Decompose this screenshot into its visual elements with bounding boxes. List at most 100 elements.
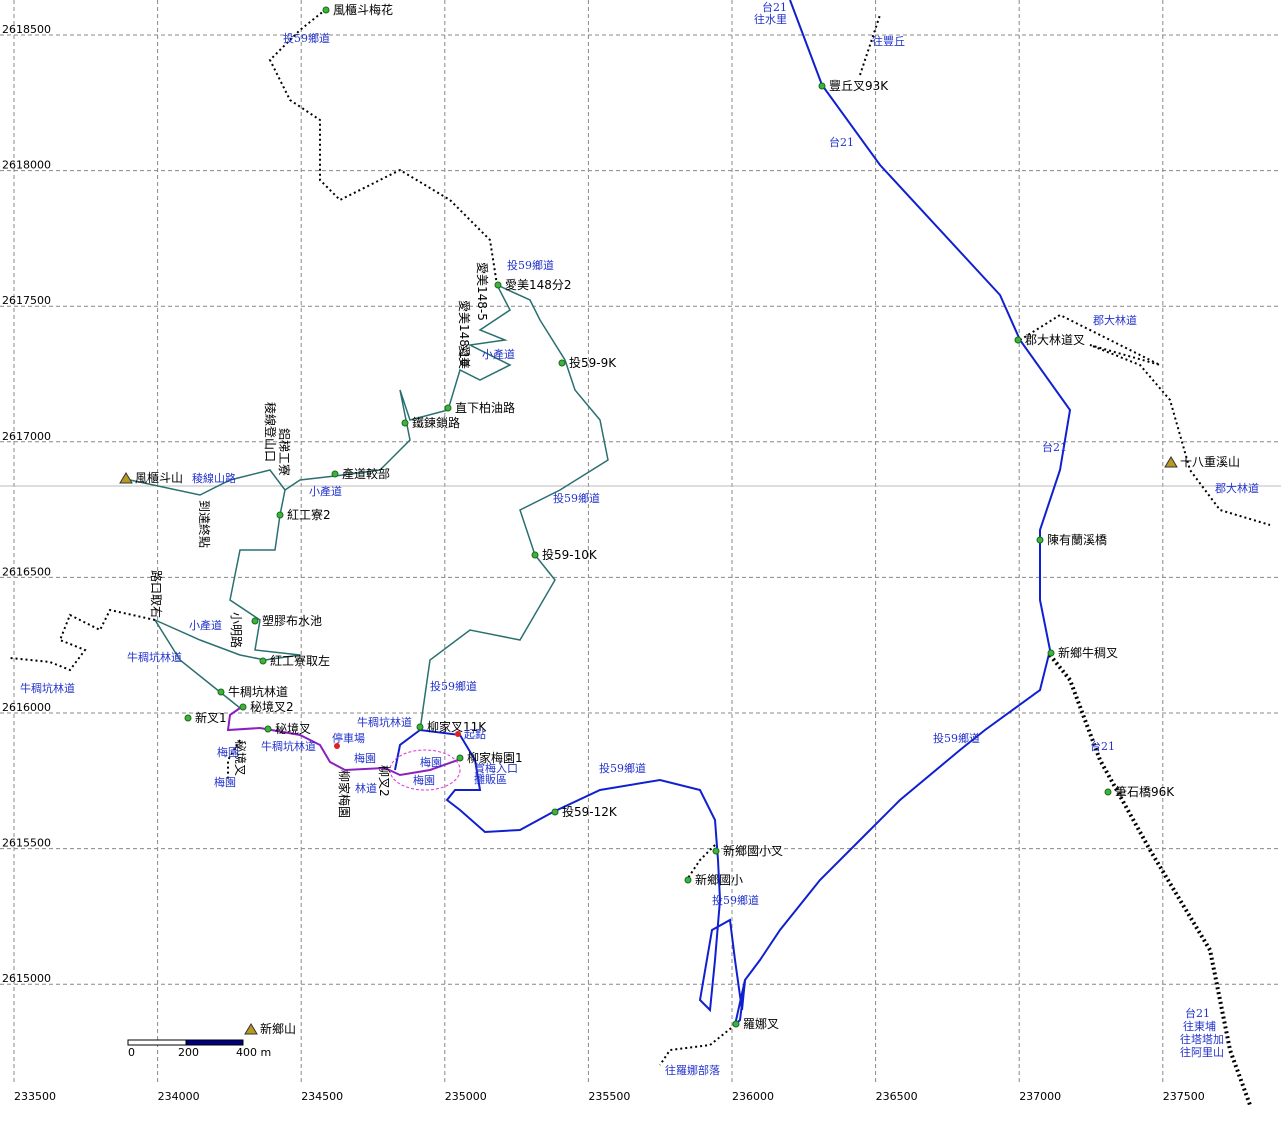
road-label: 台21 <box>762 0 787 14</box>
road-label: 郡大林道 <box>1215 481 1259 495</box>
poi-dot <box>239 703 247 711</box>
road-label: 投59鄉道 <box>933 731 980 745</box>
road-59-upper <box>129 283 609 731</box>
x-tick-label: 235500 <box>588 1090 630 1103</box>
poi-label-vertical: 柳家梅園 <box>337 770 352 818</box>
poi-label: 羅娜叉 <box>743 1017 779 1031</box>
poi-dot <box>818 82 826 90</box>
poi-dot <box>184 714 192 722</box>
road-label: 梅園 <box>420 755 442 769</box>
road-label: 往水里 <box>754 12 787 26</box>
road-label: 牛稠坑林道 <box>127 650 182 664</box>
road-label: 林道 <box>355 781 377 795</box>
poi-dot <box>217 688 225 696</box>
poi-label-vertical: 路口取右 <box>149 570 164 618</box>
peak-icon <box>1164 456 1178 468</box>
y-tick-label: 2618500 <box>2 23 51 36</box>
poi-label: 塑膠布水池 <box>262 613 322 628</box>
x-tick-label: 237000 <box>1019 1090 1061 1103</box>
peak-icon <box>244 1023 258 1035</box>
x-tick-label: 236500 <box>876 1090 918 1103</box>
road-label: 停車場 <box>332 731 365 745</box>
road-label: 台21 <box>1042 440 1067 454</box>
road-label: 往塔塔加 <box>1180 1032 1224 1046</box>
poi-dot <box>444 404 452 412</box>
poi-label-vertical: 柳叉2 <box>377 765 391 797</box>
dotted-paths <box>9 9 1271 1106</box>
road-label: 投59鄉道 <box>712 893 759 907</box>
poi-dot <box>684 876 692 884</box>
poi-dot <box>531 551 539 559</box>
scale-label: 0 <box>128 1046 135 1059</box>
poi-dot <box>1014 336 1022 344</box>
road-label: 牛稠坑林道 <box>357 715 412 729</box>
poi-dot <box>1047 649 1055 657</box>
poi-label: 紅工寮2 <box>287 507 331 522</box>
y-tick-label: 2618000 <box>2 159 51 172</box>
poi-label: 紅工寮取左 <box>270 653 330 668</box>
x-tick-label: 236000 <box>732 1090 774 1103</box>
road-label: 賞梅入口 <box>474 761 518 775</box>
y-tick-label: 2615000 <box>2 972 51 985</box>
poi-label: 十八重溪山 <box>1180 455 1240 469</box>
poi-dot <box>331 470 339 478</box>
y-tick-label: 2616500 <box>2 565 51 578</box>
poi-dot <box>322 6 330 14</box>
road-label: 投59鄉道 <box>599 761 646 775</box>
roads <box>9 0 1271 1106</box>
scale-label: 200 <box>178 1046 199 1059</box>
road-59-lower <box>394 728 746 1026</box>
road-label: 小產道 <box>309 484 342 498</box>
y-tick-label: 2617000 <box>2 430 51 443</box>
poi-label-vertical: 稜線登山口 <box>263 402 278 462</box>
poi-dot <box>551 808 559 816</box>
road-label: 梅園 <box>354 751 376 765</box>
road-label: 郡大林道 <box>1093 313 1137 327</box>
poi-label-vertical: 到達終點 <box>197 500 212 548</box>
start-dot <box>455 731 461 737</box>
road-label: 梅園 <box>214 775 236 789</box>
poi-label: 新鄉山 <box>260 1021 296 1036</box>
road-label: 牛稠坑林道 <box>20 681 75 695</box>
road-label: 台21 <box>1185 1006 1210 1020</box>
poi-label-vertical: 愛美148-10 <box>457 300 471 367</box>
road-label: 投59鄉道 <box>553 491 600 505</box>
poi-label: 豐丘叉93K <box>829 79 889 93</box>
scale-bar <box>127 1039 244 1046</box>
poi-label: 投59-10K <box>542 547 598 562</box>
poi-label-vertical: 愛美 <box>457 345 471 369</box>
poi-label: 風櫃斗梅花 <box>333 2 393 17</box>
road-label: 台21 <box>829 135 854 149</box>
scale-seg <box>185 1039 244 1046</box>
poi-label: 秘境叉 <box>275 721 311 736</box>
x-tick-label: 233500 <box>14 1090 56 1103</box>
scale-label: 400 m <box>236 1046 271 1059</box>
poi-label: 愛美148分2 <box>505 278 572 292</box>
poi-dot <box>1104 788 1112 796</box>
poi-label: 陳有蘭溪橋 <box>1047 533 1107 547</box>
poi-label: 筆石橋96K <box>1115 785 1175 799</box>
poi-label: 柳家叉11K <box>427 719 487 734</box>
poi-label-vertical: 愛美148-5 <box>475 262 489 321</box>
poi-label-vertical: 鋁梯工寮 <box>277 428 292 476</box>
poi-dot <box>1036 536 1044 544</box>
x-tick-label: 234000 <box>158 1090 200 1103</box>
road-label: 牛稠坑林道 <box>261 739 316 753</box>
road-label: 往阿里山 <box>1180 1045 1224 1059</box>
poi-label: 產道較部 <box>342 466 390 481</box>
road-label: 投59鄉道 <box>430 679 477 693</box>
poi-dot <box>416 723 424 731</box>
road-label: 投59鄉道 <box>283 31 330 45</box>
road-label: 攤販區 <box>474 772 507 786</box>
poi-dot <box>558 359 566 367</box>
road-label: 小產道 <box>482 347 515 361</box>
poi-label: 郡大林道叉 <box>1025 333 1085 347</box>
y-tick-label: 2616000 <box>2 701 51 714</box>
x-tick-label: 234500 <box>301 1090 343 1103</box>
poi-label: 投59-9K <box>569 355 617 370</box>
poi-label: 風櫃斗山 <box>135 471 183 485</box>
scale-seg <box>127 1039 187 1046</box>
road-label: 起點 <box>464 728 486 741</box>
